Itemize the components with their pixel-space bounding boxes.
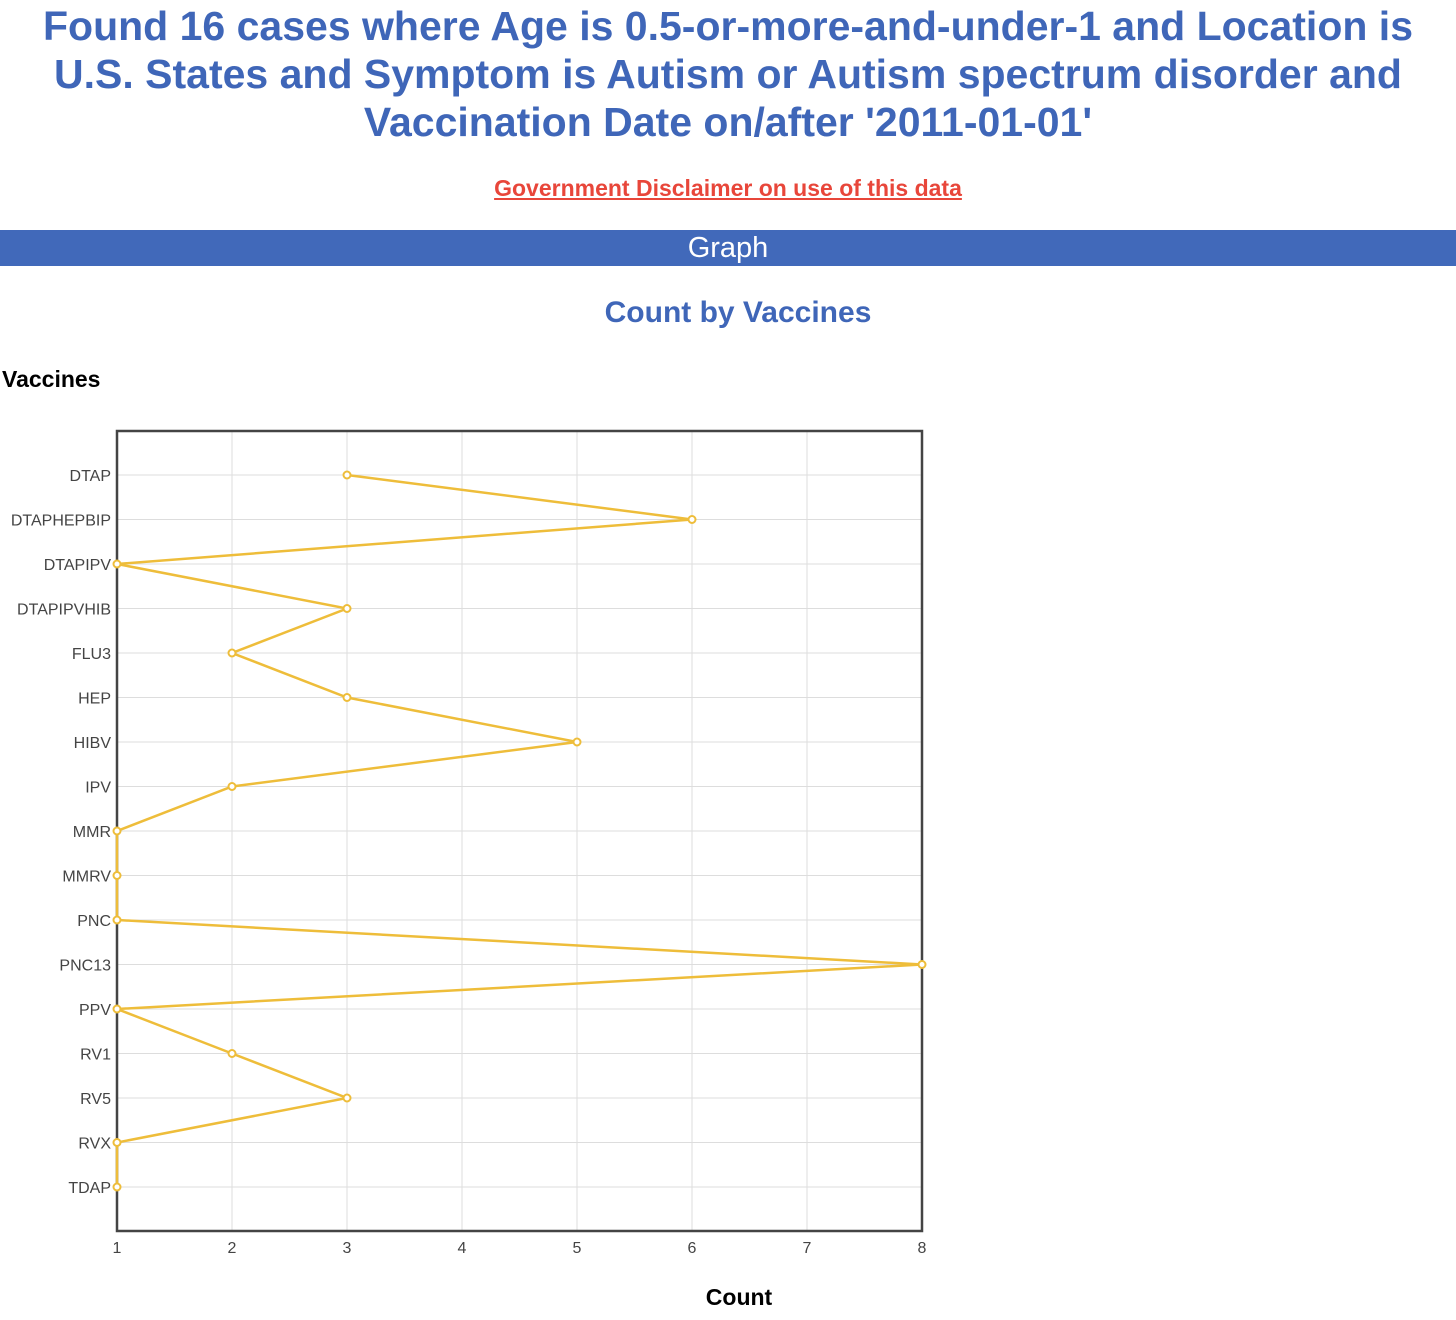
data-point — [112, 1138, 122, 1147]
x-tick-label: 7 — [803, 1240, 812, 1257]
data-point — [112, 1182, 122, 1192]
data-point — [112, 1004, 122, 1014]
x-tick-label: 1 — [113, 1240, 122, 1257]
x-tick-label: 4 — [458, 1240, 467, 1257]
y-tick-label: HEP — [78, 691, 111, 708]
y-tick-label: RV1 — [80, 1047, 111, 1064]
y-tick-label: PPV — [79, 1002, 111, 1019]
data-point — [572, 737, 582, 747]
government-disclaimer-link[interactable]: Government Disclaimer on use of this dat… — [494, 175, 962, 201]
data-point — [342, 604, 352, 613]
x-tick-label: 3 — [343, 1240, 352, 1257]
page-title: Found 16 cases where Age is 0.5-or-more-… — [43, 3, 1413, 145]
data-point — [227, 648, 237, 658]
data-point — [342, 693, 352, 702]
data-point — [687, 515, 697, 524]
y-tick-label: PNC — [77, 913, 111, 930]
data-point — [342, 1093, 352, 1103]
data-point — [227, 1049, 237, 1058]
y-tick-label: DTAPIPVHIB — [17, 602, 111, 619]
data-point — [112, 826, 122, 836]
data-point — [227, 782, 237, 791]
x-tick-label: 6 — [688, 1240, 697, 1257]
y-tick-label: TDAP — [68, 1180, 111, 1197]
x-tick-label: 5 — [573, 1240, 582, 1257]
y-tick-label: DTAP — [70, 468, 111, 485]
x-tick-label: 8 — [918, 1240, 927, 1257]
data-point — [342, 470, 352, 480]
y-tick-label: IPV — [85, 780, 111, 797]
y-tick-label: MMRV — [62, 869, 111, 886]
chart-title: Count by Vaccines — [604, 296, 872, 329]
y-axis-label: Vaccines — [2, 366, 101, 392]
y-tick-label: MMR — [73, 824, 111, 841]
data-point — [112, 915, 122, 925]
x-axis-label: Count — [705, 1284, 773, 1310]
y-tick-label: HIBV — [74, 735, 112, 752]
data-point — [112, 871, 122, 880]
y-tick-label: PNC13 — [59, 958, 111, 975]
graph-section-bar: Graph — [0, 230, 1456, 266]
data-point — [112, 559, 122, 569]
y-tick-label: DTAPIPV — [44, 557, 112, 574]
y-tick-label: RV5 — [80, 1091, 111, 1108]
x-tick-label: 2 — [228, 1240, 237, 1257]
data-point — [917, 960, 927, 969]
y-tick-label: DTAPHEPBIP — [11, 513, 111, 530]
y-tick-label: FLU3 — [72, 646, 111, 663]
y-tick-label: RVX — [78, 1136, 111, 1153]
